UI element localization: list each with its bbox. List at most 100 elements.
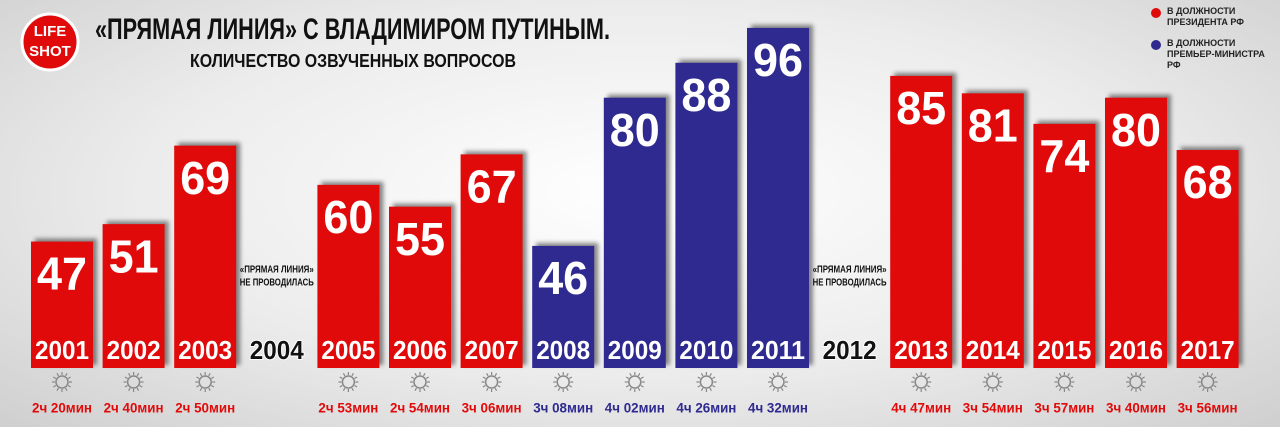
clock-icon-ray: [924, 373, 927, 377]
clock-icon-ray: [625, 376, 630, 380]
clock-icon-ray: [199, 387, 203, 391]
clock-icon-ray: [1070, 376, 1074, 380]
value-label: 80: [1111, 104, 1161, 156]
clock-icon-ray: [482, 384, 486, 388]
clock-icon: [1057, 375, 1072, 389]
duration-label: 4ч 26мин: [676, 400, 736, 416]
clock-icon-ray: [568, 376, 573, 380]
clock-icon-ray: [998, 376, 1002, 380]
clock-icon: [914, 375, 928, 389]
bar: [1176, 150, 1239, 368]
value-label: 47: [37, 248, 87, 300]
bar: [460, 154, 523, 368]
clock-icon-ray: [494, 387, 498, 391]
clock-icon: [628, 375, 642, 389]
clock-icon-ray: [712, 376, 716, 380]
clock-icon-ray: [208, 373, 211, 377]
legend-marker: [1151, 40, 1161, 50]
clock-icon-ray: [709, 373, 712, 377]
bar: [317, 184, 380, 368]
clock-icon-ray: [53, 384, 57, 388]
clock-icon-ray: [494, 373, 498, 377]
clock-icon-ray: [342, 387, 346, 391]
chart-title: «ПРЯМАЯ ЛИНИЯ» С ВЛАДИМИРОМ ПУТИНЫМ.: [95, 13, 610, 46]
clock-icon-ray: [342, 373, 346, 377]
clock-icon-ray: [995, 387, 999, 391]
clock-icon-ray: [136, 373, 140, 377]
value-label: 60: [323, 191, 373, 243]
clock-icon-ray: [56, 387, 60, 391]
clock-icon: [341, 375, 356, 389]
duration-label: 3ч 08мин: [533, 400, 593, 416]
clock-icon-ray: [67, 384, 71, 388]
clock-icon: [413, 375, 427, 389]
duration-label: 4ч 02мин: [605, 400, 665, 416]
annotation: НЕ ПРОВОДИЛАСЬ: [240, 278, 314, 289]
clock-icon-ray: [983, 376, 988, 380]
clock-icon-ray: [769, 376, 773, 380]
clock-icon-ray: [1058, 387, 1062, 391]
clock-icon-ray: [912, 376, 916, 380]
logo-text: LIFE: [34, 23, 67, 40]
clock-icon-ray: [1213, 376, 1217, 380]
clock-icon-ray: [128, 387, 131, 391]
clock-icon-ray: [700, 373, 704, 377]
clock-icon-ray: [64, 373, 68, 377]
clock-icon-ray: [1127, 376, 1131, 380]
clock-icon-ray: [422, 373, 426, 377]
clock-icon-ray: [983, 384, 988, 388]
clock-icon-ray: [339, 384, 343, 388]
clock-icon-ray: [924, 387, 927, 391]
clock-icon-ray: [912, 384, 916, 388]
x-tick-label: 2006: [393, 335, 447, 365]
value-label: 55: [395, 213, 445, 265]
clock-icon-ray: [926, 376, 931, 380]
clock-icon-ray: [780, 387, 784, 391]
clock-icon-ray: [1130, 387, 1134, 391]
x-tick-label: 2002: [107, 335, 161, 365]
x-tick-label: 2016: [1109, 335, 1163, 365]
bar: [31, 241, 93, 368]
x-tick-label: 2012: [823, 335, 877, 365]
clock-icon-ray: [56, 373, 60, 377]
duration-label: 3ч 56мин: [1178, 400, 1238, 416]
annotation: «ПРЯМАЯ ЛИНИЯ»: [813, 265, 887, 276]
duration-label: 2ч 40мин: [104, 400, 164, 416]
clock-icon-ray: [1130, 373, 1134, 377]
clock-icon-ray: [625, 384, 630, 388]
clock-icon-ray: [497, 384, 501, 388]
clock-icon-ray: [208, 387, 211, 391]
clock-icon-ray: [640, 384, 644, 388]
value-label: 46: [538, 252, 588, 304]
duration-label: 3ч 57мин: [1034, 400, 1094, 416]
clock-icon: [556, 375, 570, 389]
clock-icon-ray: [199, 373, 203, 377]
clock-icon-ray: [351, 373, 354, 377]
clock-icon-ray: [712, 384, 716, 388]
clock-icon-ray: [1067, 373, 1070, 377]
clock-icon: [198, 375, 212, 389]
clock-icon-ray: [210, 384, 215, 388]
value-label: 96: [753, 34, 803, 86]
bar: [1105, 97, 1167, 369]
clock-icon-ray: [998, 384, 1002, 388]
clock-icon-ray: [414, 373, 418, 377]
clock-icon-ray: [1202, 373, 1205, 377]
clock-icon-ray: [1141, 384, 1145, 388]
legend-label: В ДОЛЖНОСТИ ПРЕЗИДЕНТА РФ: [1167, 6, 1244, 27]
clock-icon-ray: [554, 376, 558, 380]
x-tick-label: 2015: [1037, 335, 1091, 365]
bar: [174, 145, 237, 368]
clock-icon-ray: [554, 384, 558, 388]
clock-icon-ray: [1058, 373, 1062, 377]
clock-icon-ray: [411, 384, 415, 388]
value-label: 80: [610, 104, 660, 156]
clock-icon-ray: [1055, 384, 1059, 388]
clock-icon-ray: [422, 387, 426, 391]
duration-label: 2ч 20мин: [32, 400, 92, 416]
clock-icon: [126, 375, 141, 389]
value-label: 68: [1183, 156, 1233, 208]
bar: [675, 62, 738, 369]
x-tick-label: 2009: [608, 335, 662, 365]
